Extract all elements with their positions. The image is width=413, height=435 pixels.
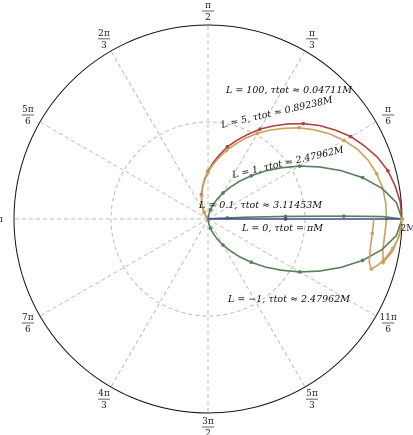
series-2-point	[297, 164, 302, 168]
tick-denominator: 6	[385, 325, 391, 335]
series-2-point	[221, 191, 225, 195]
tick-label-9: 3π2	[202, 417, 214, 435]
tick-numerator: π	[205, 1, 211, 11]
series-0-point	[386, 168, 390, 173]
series-0-point	[301, 121, 306, 126]
tick-denominator: 3	[101, 41, 107, 51]
tick-denominator: 3	[101, 401, 107, 411]
extra-curve-0-point	[400, 217, 404, 221]
extra-curve-0-point	[391, 246, 395, 251]
series-2-point	[249, 173, 254, 178]
tick-denominator: 6	[25, 117, 31, 127]
series-5-point	[208, 226, 213, 231]
tick-label-5: 5π6	[21, 105, 34, 127]
tick-numerator: 2π	[98, 29, 110, 39]
grid-spoke-5	[39, 121, 209, 220]
tick-numerator: π	[385, 105, 391, 115]
tick-numerator: 4π	[98, 389, 110, 399]
series-5-point	[249, 260, 254, 265]
tick-label-1: π6	[382, 105, 395, 127]
series-3-point	[283, 214, 288, 219]
grid-spoke-1	[207, 121, 377, 220]
series-4-point	[283, 217, 288, 221]
series-0-point	[225, 145, 230, 149]
tick-numerator: 11π	[379, 313, 396, 323]
tick-label-6: π	[0, 215, 3, 225]
tick-denominator: 6	[25, 325, 31, 335]
series-0-point	[258, 127, 262, 131]
series-1-point	[224, 148, 229, 153]
tick-label-2: π3	[306, 29, 318, 51]
series-1	[200, 126, 403, 265]
grid-spoke-2	[207, 50, 306, 220]
series-1-point	[342, 138, 346, 143]
annotation-0: L = 100, τtot ≈ 0.04711M	[225, 85, 352, 96]
series-2-point	[360, 175, 365, 180]
series-2-point	[208, 207, 213, 212]
radial-max-label: 2M	[401, 224, 413, 234]
extra-curve-0	[368, 218, 403, 271]
tick-single: π	[0, 215, 3, 225]
tick-label-10: 5π3	[306, 389, 318, 411]
series-1-point	[202, 210, 206, 215]
series-1-point	[199, 193, 204, 198]
tick-numerator: 5π	[306, 389, 318, 399]
annotation-4: L = 0, τtot = πM	[241, 223, 323, 234]
tick-denominator: 6	[385, 117, 391, 127]
series-5-point	[360, 258, 365, 263]
series-1-point	[297, 125, 302, 130]
series-5-point	[221, 243, 225, 247]
series-5-point	[297, 270, 302, 274]
series-1-point	[374, 172, 379, 176]
series-3-point	[341, 214, 346, 218]
tick-denominator: 3	[309, 401, 315, 411]
grid-spoke-11	[207, 218, 377, 317]
annotation-3: L = 0.1, τtot ≈ 3.11453M	[198, 200, 322, 211]
series-1-point	[206, 170, 210, 175]
tick-label-7: 7π6	[21, 313, 34, 335]
grid-spoke-10	[207, 218, 306, 388]
extra-curve-0-point	[369, 267, 374, 271]
grid-spoke-7	[39, 218, 209, 317]
series-1-point	[255, 131, 260, 136]
series-lines	[199, 121, 404, 274]
tick-label-4: 2π3	[98, 29, 110, 51]
extra-curve-0-point	[370, 231, 375, 236]
grid-spoke-8	[110, 218, 209, 388]
tick-numerator: 5π	[22, 105, 34, 115]
tick-numerator: π	[309, 29, 315, 39]
tick-denominator: 3	[309, 41, 315, 51]
tick-numerator: 3π	[202, 417, 214, 427]
annotation-5: L = −1, τtot ≈ 2.47962M	[227, 294, 350, 305]
tick-label-3: π2	[202, 1, 214, 23]
tick-denominator: 2	[205, 429, 211, 435]
tick-numerator: 7π	[22, 313, 34, 323]
series-0-point	[349, 134, 353, 139]
tick-label-8: 4π3	[98, 389, 110, 411]
grid-spoke-4	[110, 50, 209, 220]
tick-denominator: 2	[205, 13, 211, 23]
series-3	[207, 215, 403, 220]
